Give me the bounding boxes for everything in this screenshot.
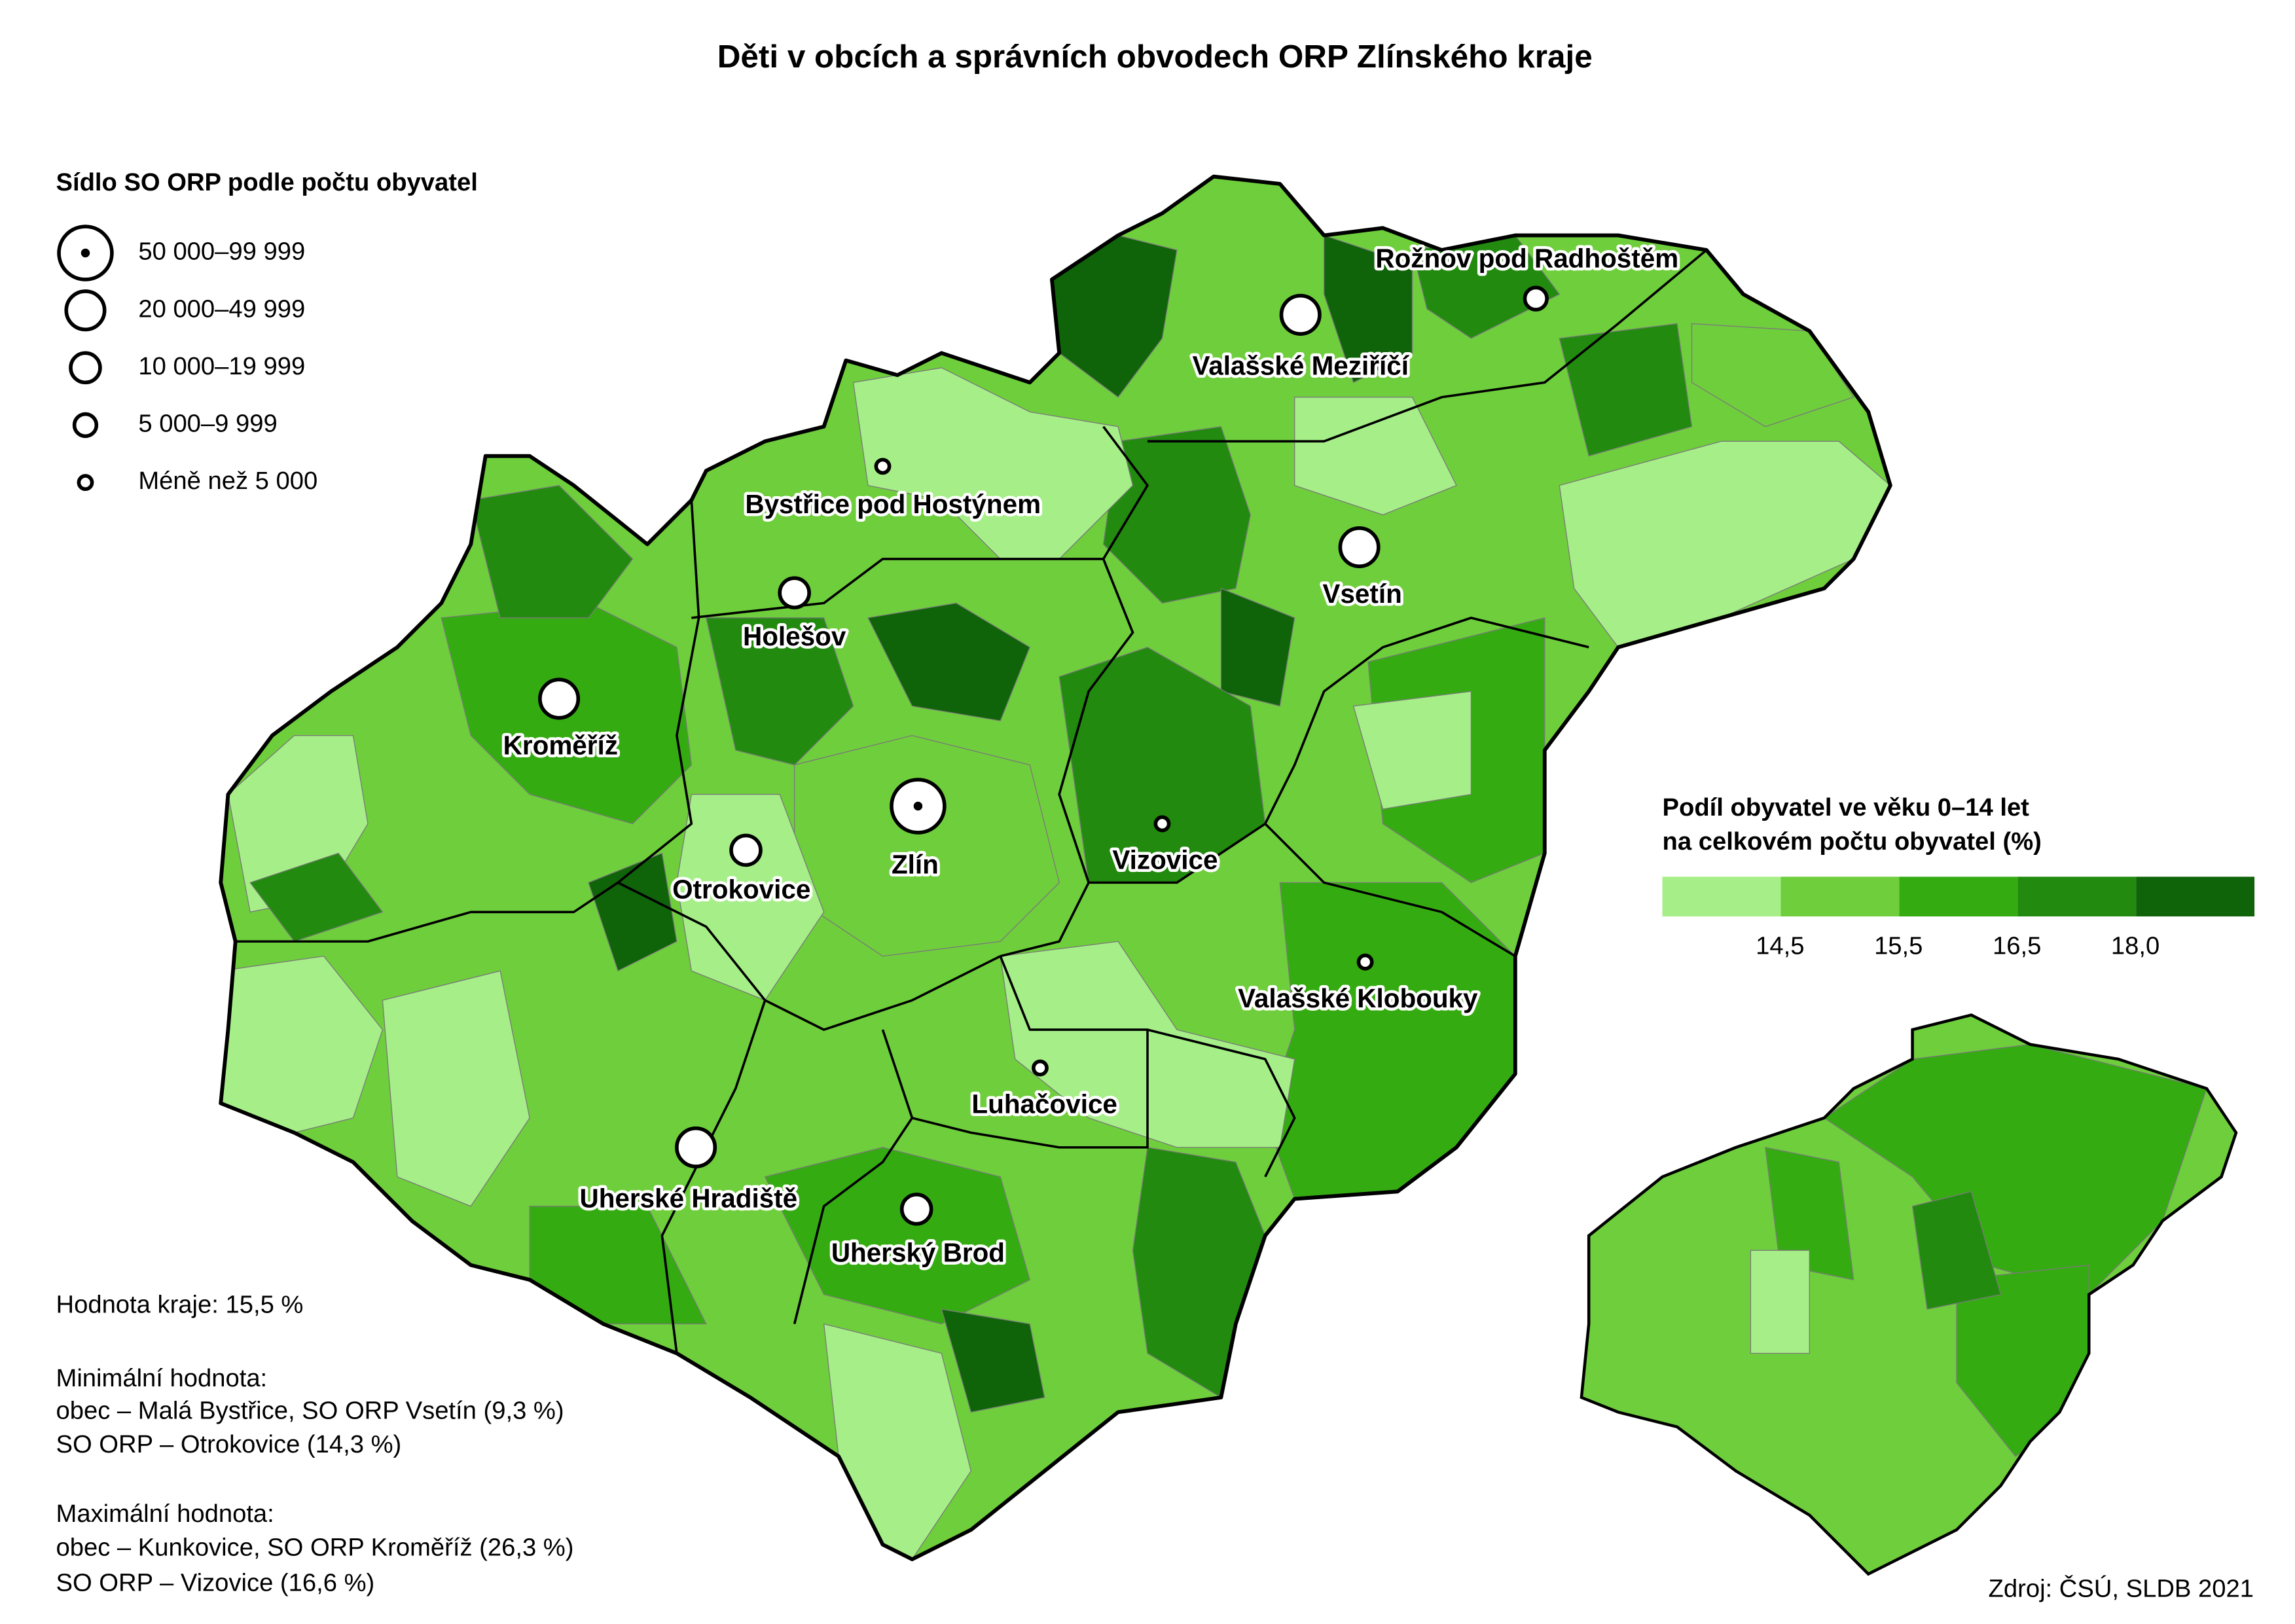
region [1352,691,1472,810]
legend-symbol [72,412,99,439]
town-symbol [1032,1059,1049,1077]
legend-label: 50 000–99 999 [138,238,305,266]
legend-swatch [2136,876,2255,917]
legend-swatch [1662,876,1781,917]
legend-label: 5 000–9 999 [138,410,277,438]
orp-boundary [1264,617,1589,825]
note: Hodnota kraje: 15,5 % [56,1291,304,1319]
region-outline [219,174,1892,1562]
note: Maximální hodnota: [56,1500,274,1528]
town-label: Zlín [892,849,939,879]
town-label: Otrokovice [672,875,810,905]
legend-swatch [2017,876,2137,917]
region [1265,882,1516,1200]
legend-swatch [1780,876,1900,917]
town-symbol [1153,815,1171,833]
town-label: Bystřice pod Hostýnem [745,489,1041,519]
legend-break: 15,5 [1874,931,1923,960]
note: SO ORP – Otrokovice (14,3 %) [56,1430,402,1458]
legend-label: 10 000–19 999 [138,352,305,380]
region [852,367,1134,560]
region [941,1308,1045,1413]
region [1559,323,1693,457]
region [1294,397,1457,516]
town-label: Vsetín [1322,579,1401,609]
town-label: Rožnov pod Radhoštěm [1375,243,1678,273]
region [221,956,384,1134]
orp-area [1911,1191,2002,1310]
legend-label: 20 000–49 999 [138,295,305,323]
orp-boundary [691,558,1104,619]
region [1220,587,1295,707]
orp-boundary [617,881,1002,1031]
note: Minimální hodnota: [56,1364,268,1392]
legend-break: 14,5 [1756,931,1804,960]
note: SO ORP – Vizovice (16,6 %) [56,1568,375,1597]
town-label: Valašské Meziříčí [1192,351,1409,381]
orp-boundary [1089,822,1516,958]
town-symbol [1523,285,1549,312]
legend-label: Méně než 5 000 [138,467,317,495]
town-label: Luhačovice [971,1089,1117,1119]
town-symbol [874,458,892,475]
region [1102,425,1252,604]
town-symbol [1338,526,1381,569]
town-symbol [899,1192,933,1226]
orp-area [1765,1147,1854,1280]
note: obec – Kunkovice, SO ORP Kroměříž (26,3 … [56,1533,574,1561]
color-legend-title: Podíl obyvatel ve věku 0–14 let [1663,793,2030,821]
color-legend-title: na celkovém počtu obyvatel (%) [1663,827,2042,856]
legend-symbol [77,474,94,492]
region [1691,323,1854,427]
overlay: 50 000–99 999 20 000–49 999 10 000–19 999 5… [56,225,2255,1597]
map-title: Děti v obcích a správních obvodech ORP Z… [717,39,1593,75]
town-label: Vizovice [1112,845,1218,875]
town-label: Uherské Hradiště [580,1183,798,1213]
orp-areas [1750,1043,2207,1457]
regions [221,234,1890,1560]
orp-inset-map [1580,1013,2238,1576]
region [588,852,678,972]
orp-boundary [999,956,1296,1178]
town-label: Valašské Klobouky [1238,983,1478,1013]
orp-boundary [793,1029,914,1324]
legend-break: 16,5 [1993,931,2041,960]
town-label: Holešov [743,621,846,651]
legend-symbol-dot [81,248,90,258]
symbol-legend-title: Sídlo SO ORP podle počtu obyvatel [56,168,478,196]
region [1323,234,1413,384]
orp-boundary [1000,425,1149,958]
legend-break: 18,0 [2111,931,2159,960]
town-symbol [1279,293,1322,336]
orp-area [1750,1250,1810,1354]
region [382,970,530,1207]
region [764,1147,1031,1325]
town-label: Kroměříž [503,730,618,760]
region [705,617,854,766]
note: obec – Malá Bystřice, SO ORP Vsetín (9,3… [56,1396,564,1424]
orp-boundary [1148,249,1708,442]
town-symbol [778,576,811,609]
region [470,484,634,619]
region [249,852,384,943]
town-symbol [538,677,581,720]
town-symbol [675,1126,717,1168]
town-symbol [1356,953,1374,971]
region [867,602,1031,721]
legend-symbol [64,289,107,332]
town-label: Uherský Brod [831,1238,1005,1268]
town-symbol [729,833,763,867]
orp-boundary [911,1030,1149,1149]
legend-swatch [1899,876,2018,917]
region-map [219,174,1892,1562]
source: Zdroj: ČSÚ, SLDB 2021 [1989,1574,2254,1602]
inset-outline [1580,1013,2238,1576]
legend-symbol [69,351,102,385]
town-symbol-dot [913,801,923,811]
